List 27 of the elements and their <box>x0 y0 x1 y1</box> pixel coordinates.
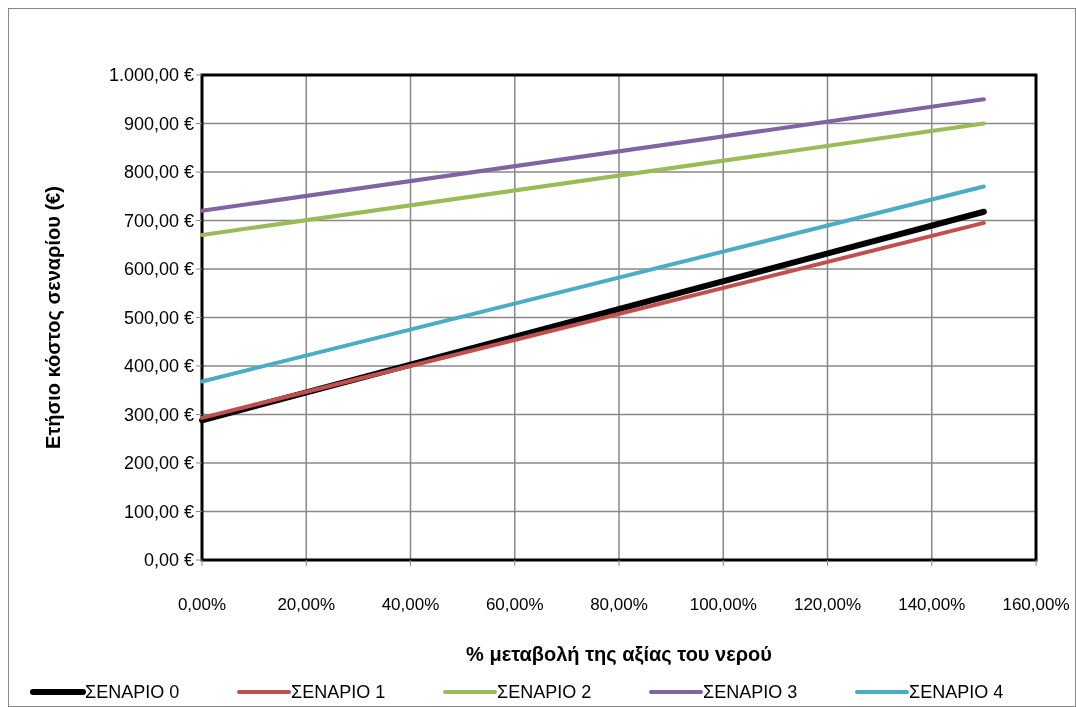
y-tick-label: 1.000,00 € <box>108 65 194 86</box>
x-tick-label: 160,00% <box>1002 595 1070 614</box>
y-tick-label: 600,00 € <box>123 259 194 280</box>
y-tick-label: 500,00 € <box>123 307 194 328</box>
y-tick-label: 100,00 € <box>123 501 194 522</box>
legend-label: ΣΕΝΑΡΙΟ 2 <box>497 682 592 702</box>
x-tick-label: 40,00% <box>381 595 440 614</box>
legend-label: ΣΕΝΑΡΙΟ 1 <box>291 682 386 702</box>
legend-label: ΣΕΝΑΡΙΟ 0 <box>85 682 180 702</box>
x-tick-label: 100,00% <box>689 595 757 614</box>
y-tick-label: 200,00 € <box>123 453 194 474</box>
y-tick-label: 300,00 € <box>123 404 194 425</box>
y-tick-label: 400,00 € <box>123 356 194 377</box>
y-tick-label: 900,00 € <box>123 113 194 134</box>
y-tick-label: 800,00 € <box>123 162 194 183</box>
legend-label: ΣΕΝΑΡΙΟ 3 <box>703 682 798 702</box>
x-tick-label: 80,00% <box>590 595 648 614</box>
x-tick-label: 60,00% <box>485 595 544 614</box>
y-axis-title: Ετήσιο κόστος σεναρίου (€) <box>42 186 64 449</box>
x-tick-label: 120,00% <box>793 595 862 614</box>
y-tick-label: 0,00 € <box>143 550 194 571</box>
x-tick-label: 140,00% <box>898 595 966 614</box>
legend-label: ΣΕΝΑΡΙΟ 4 <box>909 682 1004 702</box>
x-tick-label: 0,00% <box>177 595 227 614</box>
x-axis-title: % μεταβολή της αξίας του νερού <box>466 643 772 665</box>
y-tick-label: 700,00 € <box>123 210 194 231</box>
x-tick-label: 20,00% <box>277 595 336 614</box>
